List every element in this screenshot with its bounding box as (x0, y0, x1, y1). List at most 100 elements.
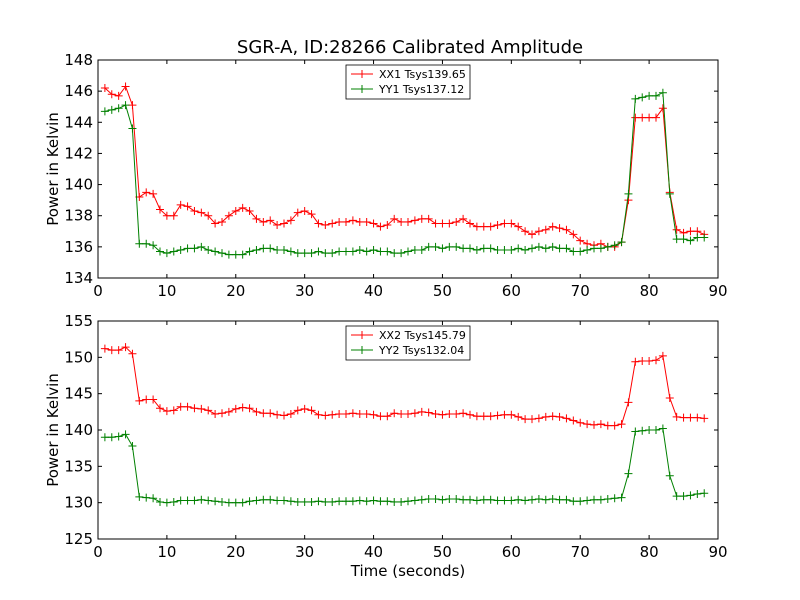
data-point (507, 245, 516, 254)
x-tick-label: 40 (364, 543, 383, 561)
data-point (307, 210, 316, 219)
legend: XX2 Tsys145.79 YY2 Tsys132.04 (345, 325, 471, 361)
data-point (514, 495, 523, 504)
data-point (417, 407, 426, 416)
data-point (211, 247, 220, 256)
data-point (169, 497, 178, 506)
data-point (273, 496, 282, 505)
data-point (541, 412, 550, 421)
data-point (259, 244, 268, 253)
data-point (355, 217, 364, 226)
x-tick-label: 20 (226, 282, 245, 300)
data-point (493, 221, 502, 230)
data-point (507, 496, 516, 505)
data-point (624, 469, 633, 478)
data-point (486, 222, 495, 231)
data-point (383, 412, 392, 421)
y-tick-label: 135 (64, 457, 93, 475)
data-point (438, 219, 447, 228)
data-point (665, 471, 674, 480)
data-point (211, 219, 220, 228)
data-point (314, 497, 323, 506)
data-point (300, 207, 309, 216)
data-point (528, 230, 536, 239)
data-point (369, 219, 378, 228)
data-point (293, 497, 302, 506)
series-2 (100, 424, 709, 507)
data-point (224, 211, 233, 220)
data-point (252, 407, 261, 416)
data-point (617, 420, 626, 429)
data-point (211, 410, 220, 419)
series-line (104, 427, 705, 504)
data-point (245, 247, 254, 256)
x-tick-label: 10 (157, 543, 176, 561)
data-point (376, 412, 385, 421)
data-point (521, 496, 530, 505)
x-axis-label: Time (seconds) (350, 562, 466, 580)
data-point (596, 495, 605, 504)
data-point (686, 236, 695, 245)
data-point (114, 346, 123, 355)
data-point (672, 412, 681, 421)
data-point (376, 247, 385, 256)
data-point (410, 216, 419, 225)
data-point (362, 497, 371, 506)
data-point (397, 217, 406, 226)
y-tick-label: 140 (64, 176, 93, 194)
data-point (638, 93, 647, 102)
data-point (397, 249, 406, 258)
data-point (569, 497, 578, 506)
data-point (238, 403, 247, 412)
y-axis-label: Power in Kelvin (44, 373, 62, 487)
series-line (104, 85, 705, 248)
data-point (162, 249, 171, 258)
data-point (686, 227, 695, 236)
data-point (452, 495, 461, 504)
x-tick-label: 0 (93, 543, 103, 561)
data-point (259, 409, 268, 418)
data-point (424, 242, 433, 251)
data-point (431, 495, 440, 504)
data-point (135, 239, 144, 248)
data-point (459, 244, 468, 253)
data-point (459, 409, 468, 418)
y-tick-label: 134 (64, 269, 93, 287)
data-point (569, 230, 578, 239)
data-point (562, 414, 571, 423)
data-point (362, 410, 371, 419)
y-axis-label: Power in Kelvin (44, 112, 62, 226)
data-point (348, 409, 357, 418)
x-tick-label: 70 (571, 543, 590, 561)
data-point (162, 407, 171, 416)
data-point (472, 412, 481, 421)
legend-entry: XX1 Tsys139.65 (379, 68, 466, 81)
data-point (569, 247, 578, 256)
top-chart: 0 10 20 30 40 50 60 70 80 90 134 136 138 140 142 144 146… (44, 51, 728, 300)
data-point (679, 235, 688, 244)
data-point (211, 497, 220, 506)
data-point (479, 495, 488, 504)
y-tick-label: 125 (64, 530, 93, 548)
data-point (183, 402, 192, 411)
y-tick-label: 138 (64, 207, 93, 225)
data-point (100, 433, 109, 442)
x-tick-label: 60 (502, 282, 521, 300)
data-point (218, 217, 226, 226)
data-point (417, 214, 426, 223)
data-point (431, 410, 440, 419)
data-point (617, 493, 626, 502)
data-point (631, 113, 640, 122)
data-point (266, 409, 275, 418)
data-point (700, 489, 709, 498)
data-point (576, 418, 585, 427)
data-point (534, 495, 543, 504)
data-point (362, 217, 371, 226)
data-point (286, 410, 295, 419)
data-point (204, 406, 213, 415)
data-point (390, 409, 399, 418)
data-point (672, 492, 681, 501)
data-point (169, 211, 178, 220)
data-point (307, 249, 316, 258)
